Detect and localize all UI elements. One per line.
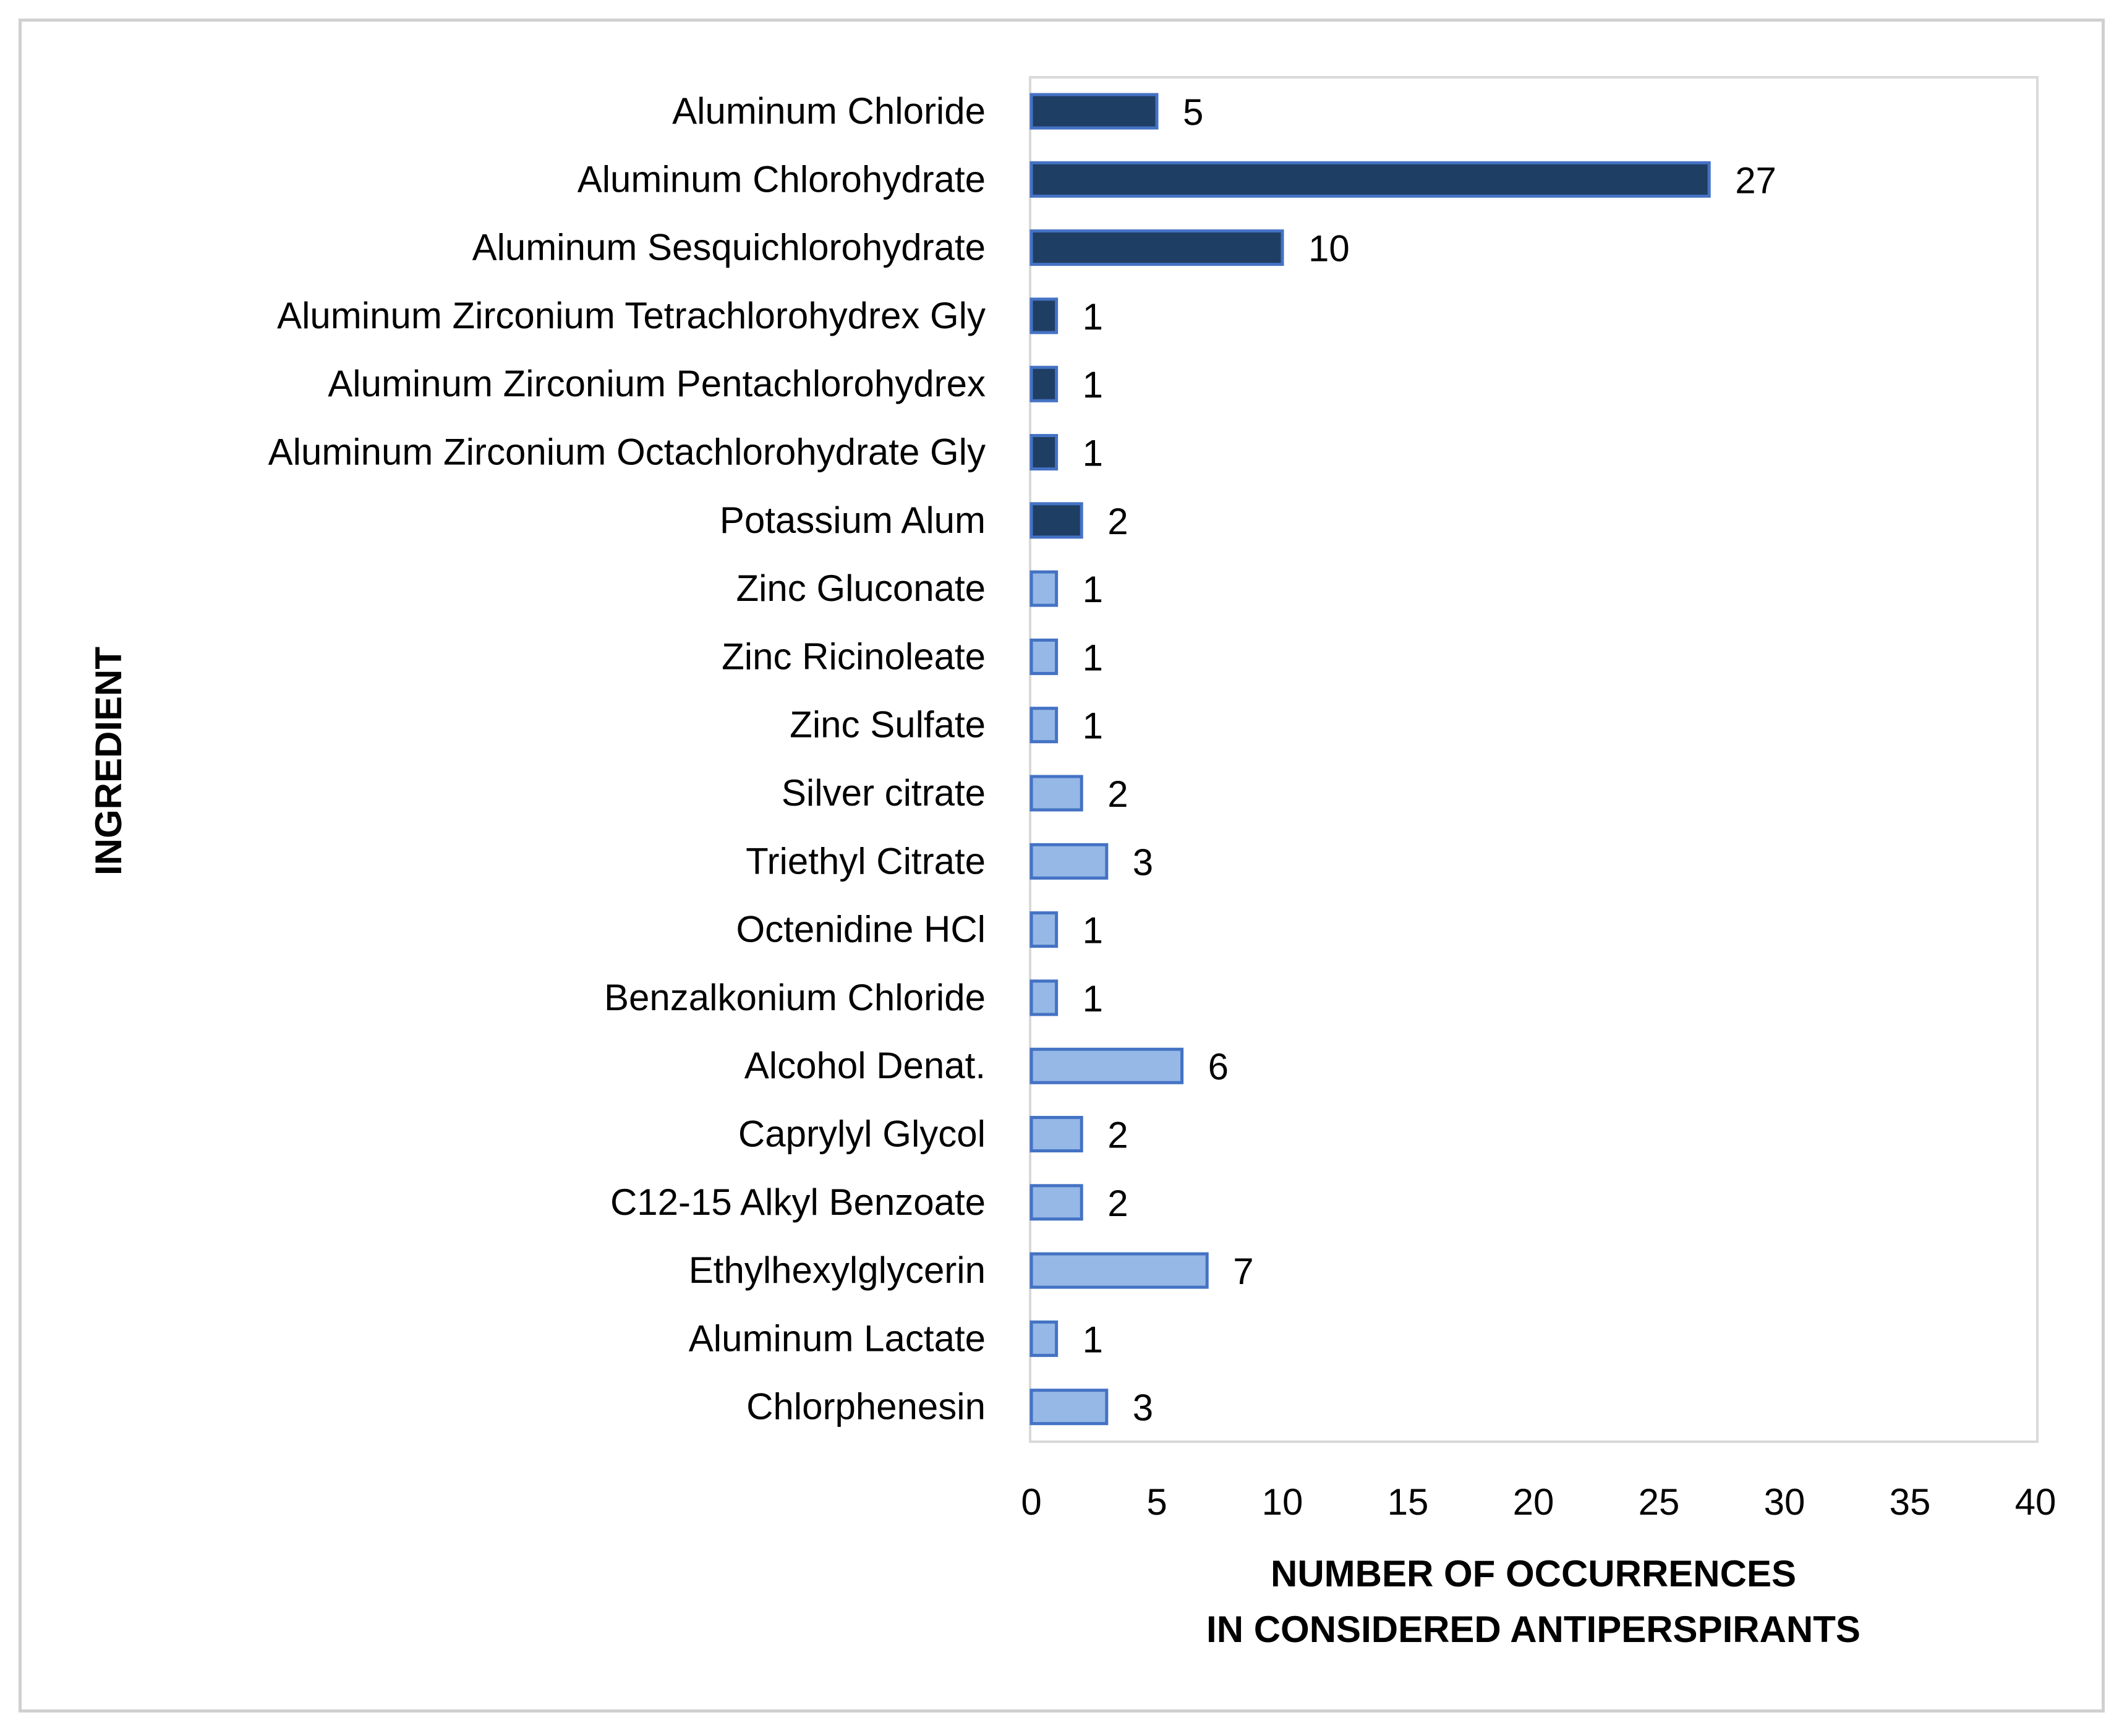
data-label: 1 bbox=[1083, 569, 1103, 610]
data-label: 1 bbox=[1083, 296, 1103, 338]
x-tick-label: 10 bbox=[1262, 1481, 1303, 1523]
category-labels: Aluminum Chloride Aluminum Chlorohydrate A… bbox=[268, 90, 986, 1428]
category-label: Zinc Gluconate bbox=[736, 568, 986, 609]
category-label: Octenidine HCl bbox=[736, 909, 986, 950]
bar bbox=[1029, 570, 1059, 607]
data-label: 10 bbox=[1308, 228, 1350, 270]
bar bbox=[1029, 93, 1159, 130]
y-axis-title: INGREDIENT bbox=[88, 647, 129, 875]
category-label: Silver citrate bbox=[782, 772, 986, 814]
category-label: Aluminum Zirconium Pentachlorohydrex bbox=[328, 363, 986, 404]
bar bbox=[1029, 229, 1284, 266]
data-label: 1 bbox=[1083, 364, 1103, 406]
data-label: 2 bbox=[1107, 501, 1128, 542]
bar bbox=[1029, 707, 1059, 744]
data-label: 1 bbox=[1083, 433, 1103, 474]
x-tick-label: 0 bbox=[1021, 1481, 1041, 1523]
x-tick-label: 5 bbox=[1146, 1481, 1167, 1523]
bar bbox=[1029, 365, 1059, 402]
bar bbox=[1029, 297, 1059, 334]
bar bbox=[1029, 911, 1059, 948]
data-label: 5 bbox=[1183, 91, 1203, 133]
bar bbox=[1029, 1116, 1083, 1152]
x-tick-label: 20 bbox=[1513, 1481, 1554, 1523]
data-label: 2 bbox=[1107, 773, 1128, 815]
category-label: Aluminum Zirconium Octachlorohydrate Gly bbox=[268, 432, 986, 473]
x-tick-labels: 0 5 10 15 20 25 30 35 40 bbox=[1021, 1481, 2056, 1523]
bar bbox=[1029, 502, 1083, 539]
x-axis-title-line-2: IN CONSIDERED ANTIPERSPIRANTS bbox=[1206, 1609, 1861, 1650]
x-tick-label: 15 bbox=[1387, 1481, 1429, 1523]
category-label: Triethyl Citrate bbox=[746, 840, 986, 882]
data-label: 27 bbox=[1735, 160, 1776, 201]
category-label: Aluminum Lactate bbox=[689, 1317, 986, 1359]
bar bbox=[1029, 638, 1059, 675]
data-label: 3 bbox=[1133, 1387, 1153, 1429]
bar bbox=[1029, 161, 1711, 198]
data-label: 1 bbox=[1083, 910, 1103, 951]
category-label: Aluminum Chlorohydrate bbox=[578, 158, 986, 200]
category-label: Chlorphenesin bbox=[746, 1386, 986, 1428]
category-label: Aluminum Sesquichlorohydrate bbox=[472, 227, 986, 268]
data-label: 1 bbox=[1083, 705, 1103, 747]
category-label: Zinc Sulfate bbox=[790, 704, 986, 746]
x-tick-label: 30 bbox=[1764, 1481, 1805, 1523]
x-tick-label: 35 bbox=[1890, 1481, 1931, 1523]
category-label: Benzalkonium Chloride bbox=[604, 977, 986, 1018]
category-label: Aluminum Zirconium Tetrachlorohydrex Gly bbox=[277, 295, 986, 336]
x-tick-label: 40 bbox=[2015, 1481, 2057, 1523]
category-label: Ethylhexylglycerin bbox=[689, 1249, 986, 1291]
bar bbox=[1029, 775, 1083, 812]
bar bbox=[1029, 1252, 1209, 1289]
x-tick-label: 25 bbox=[1639, 1481, 1680, 1523]
data-label: 2 bbox=[1107, 1115, 1128, 1156]
bar bbox=[1029, 979, 1059, 1016]
data-label: 1 bbox=[1083, 1319, 1103, 1360]
category-label: Aluminum Chloride bbox=[672, 90, 986, 132]
category-label: Alcohol Denat. bbox=[744, 1045, 986, 1086]
data-label: 7 bbox=[1233, 1251, 1253, 1292]
data-label: 1 bbox=[1083, 978, 1103, 1019]
category-label: Zinc Ricinoleate bbox=[722, 636, 986, 677]
data-label: 2 bbox=[1107, 1183, 1128, 1224]
bar bbox=[1029, 434, 1059, 470]
bar bbox=[1029, 1320, 1059, 1357]
x-axis-title-line-1: NUMBER OF OCCURRENCES bbox=[1271, 1553, 1796, 1594]
category-label: Caprylyl Glycol bbox=[738, 1113, 986, 1155]
bar bbox=[1029, 1389, 1109, 1426]
plot-area bbox=[1029, 76, 2039, 1443]
bar bbox=[1029, 843, 1109, 880]
data-label: 6 bbox=[1208, 1046, 1229, 1087]
category-label: C12-15 Alkyl Benzoate bbox=[610, 1181, 986, 1223]
data-label: 3 bbox=[1133, 841, 1153, 883]
bar bbox=[1029, 1184, 1083, 1221]
bars-group bbox=[1029, 93, 1711, 1426]
bar bbox=[1029, 1047, 1184, 1084]
category-label: Potassium Alum bbox=[720, 500, 986, 541]
data-label: 1 bbox=[1083, 637, 1103, 678]
